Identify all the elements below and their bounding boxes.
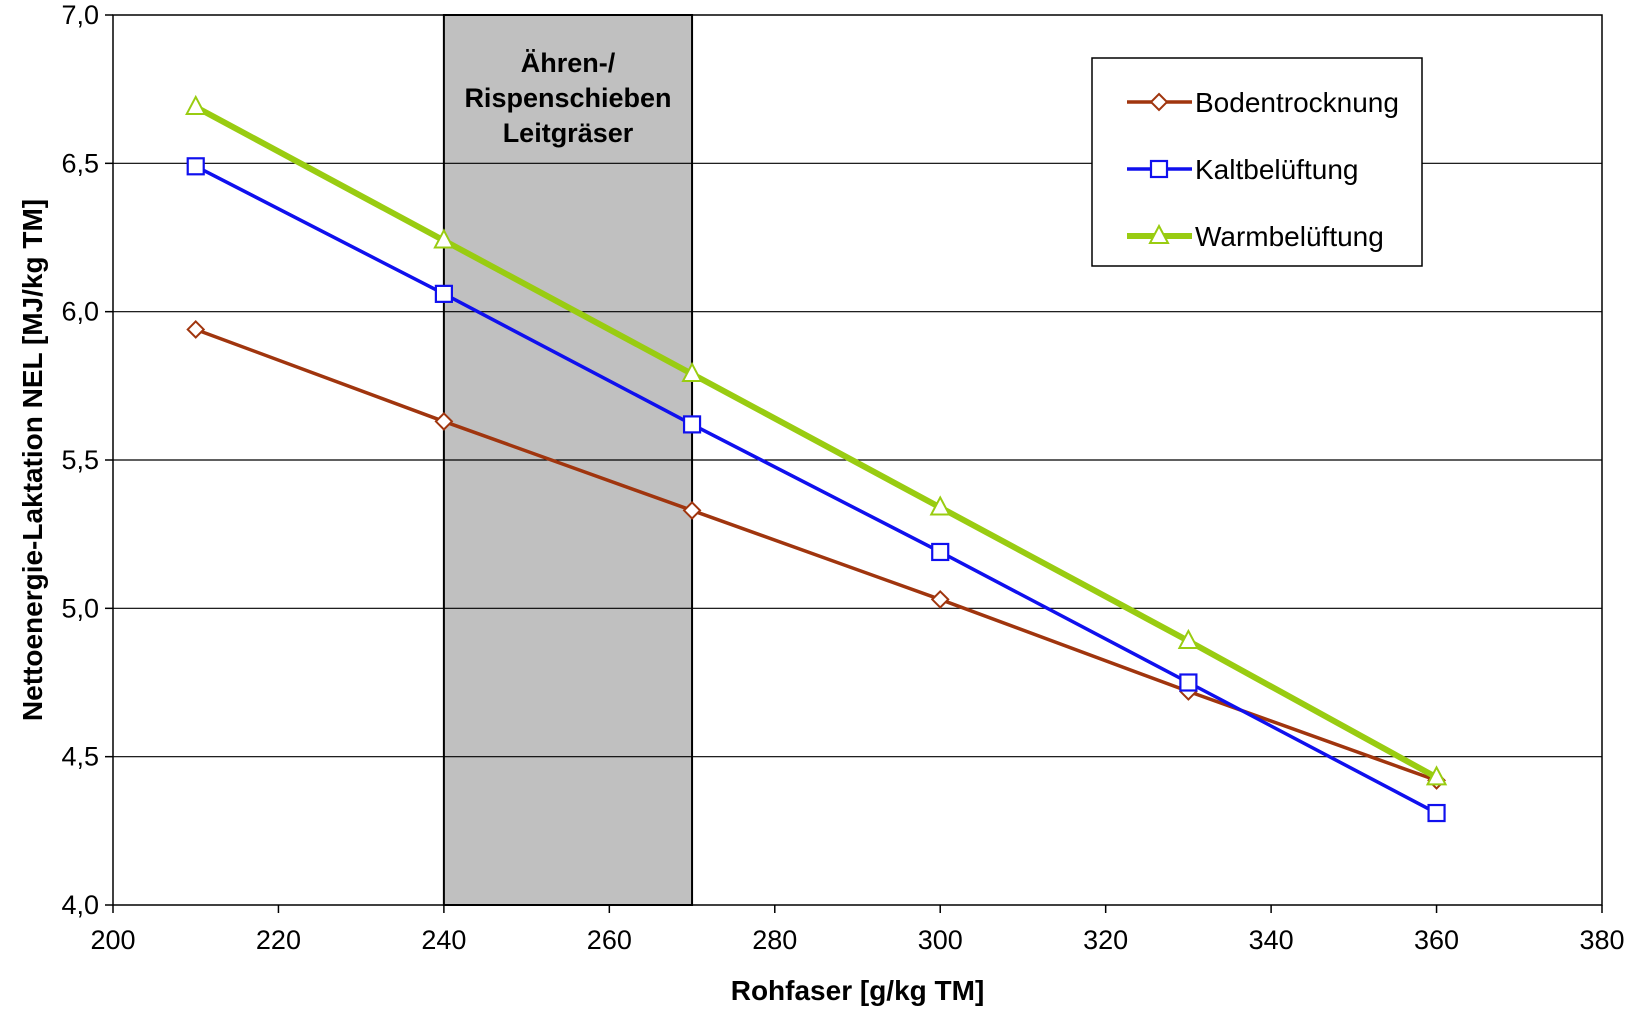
legend-box bbox=[1091, 57, 1423, 267]
shaded-region-label-line: Rispenschieben bbox=[464, 83, 671, 113]
y-axis-title: Nettoenergie-Laktation NEL [MJ/kg TM] bbox=[17, 199, 48, 721]
data-point bbox=[433, 228, 455, 249]
x-tick-label: 360 bbox=[1414, 925, 1459, 955]
data-point bbox=[186, 157, 205, 176]
y-tick-label: 5,0 bbox=[61, 593, 99, 623]
data-point bbox=[1425, 765, 1448, 786]
legend-swatch-marker bbox=[1148, 223, 1170, 244]
data-point bbox=[930, 590, 950, 609]
x-tick-label: 340 bbox=[1249, 925, 1294, 955]
x-tick-label: 220 bbox=[256, 925, 301, 955]
legend-swatch-marker bbox=[1149, 159, 1169, 179]
series-layer bbox=[185, 94, 1448, 823]
y-tick-label: 6,0 bbox=[61, 297, 99, 327]
series-kaltbelüftung bbox=[186, 157, 1446, 823]
series-line bbox=[194, 104, 1439, 781]
data-point bbox=[185, 94, 207, 115]
x-tick-label: 300 bbox=[918, 925, 963, 955]
x-tick-label: 240 bbox=[421, 925, 466, 955]
series-warmbelüftung bbox=[185, 94, 1448, 786]
x-tick-label: 280 bbox=[752, 925, 797, 955]
shaded-region-label-line: Ähren-/ bbox=[521, 48, 616, 78]
data-point bbox=[1427, 803, 1446, 823]
data-point bbox=[1177, 628, 1200, 649]
y-tick-label: 7,0 bbox=[61, 0, 99, 30]
x-tick-label: 320 bbox=[1083, 925, 1128, 955]
x-tick-label: 200 bbox=[90, 925, 135, 955]
legend-label: Kaltbelüftung bbox=[1195, 154, 1358, 185]
data-point bbox=[186, 320, 206, 339]
axes: 4,0 4,5 5,0 5,5 6,0 6,5 7,0 200 220 240 260 280 300 3… bbox=[61, 0, 1624, 955]
x-tick-label: 260 bbox=[587, 925, 632, 955]
x-axis-title: Rohfaser [g/kg TM] bbox=[731, 975, 985, 1006]
data-point bbox=[931, 542, 950, 562]
data-point bbox=[1179, 673, 1198, 692]
data-point bbox=[682, 501, 702, 520]
series-line bbox=[194, 164, 1438, 815]
legend-label: Bodentrocknung bbox=[1195, 87, 1399, 118]
data-point bbox=[681, 361, 703, 382]
legend: Bodentrocknung Kaltbelüftung Warmbelüftung bbox=[1091, 57, 1423, 267]
plot-area-frame bbox=[112, 14, 1603, 906]
y-tick-label: 4,0 bbox=[61, 890, 99, 920]
data-point bbox=[682, 415, 702, 434]
data-point bbox=[434, 412, 454, 431]
y-tick-label: 6,5 bbox=[61, 148, 99, 178]
shaded-region-label-line: Leitgräser bbox=[503, 118, 634, 148]
legend-label: Warmbelüftung bbox=[1195, 221, 1384, 252]
data-point bbox=[929, 495, 951, 516]
y-tick-label: 4,5 bbox=[61, 742, 99, 772]
y-tick-label: 5,5 bbox=[61, 445, 99, 475]
legend-swatch-marker bbox=[1149, 92, 1169, 112]
series-line bbox=[195, 327, 1438, 783]
data-point bbox=[434, 284, 453, 303]
x-tick-label: 380 bbox=[1579, 925, 1624, 955]
